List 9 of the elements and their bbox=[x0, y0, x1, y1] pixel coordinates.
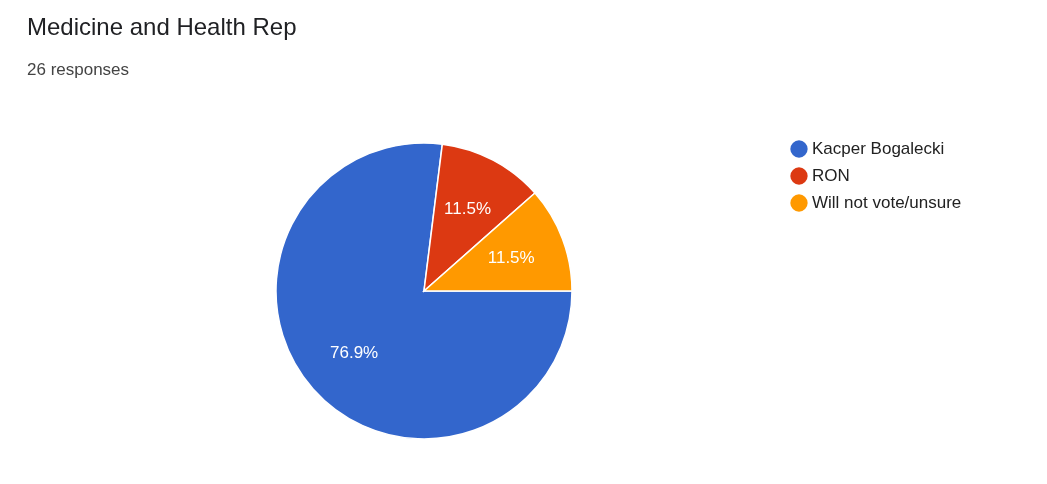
chart-title: Medicine and Health Rep bbox=[27, 13, 297, 40]
legend-label: Kacper Bogalecki bbox=[812, 139, 945, 158]
legend-label: RON bbox=[812, 166, 850, 185]
data-label: 76.9% bbox=[330, 342, 379, 362]
pie-slice bbox=[275, 142, 573, 440]
data-label: 11.5% bbox=[487, 248, 535, 268]
legend-label: Will not vote/unsure bbox=[812, 193, 962, 212]
text: 26 responses bbox=[27, 60, 130, 79]
data-label: 11.5% bbox=[444, 198, 492, 218]
